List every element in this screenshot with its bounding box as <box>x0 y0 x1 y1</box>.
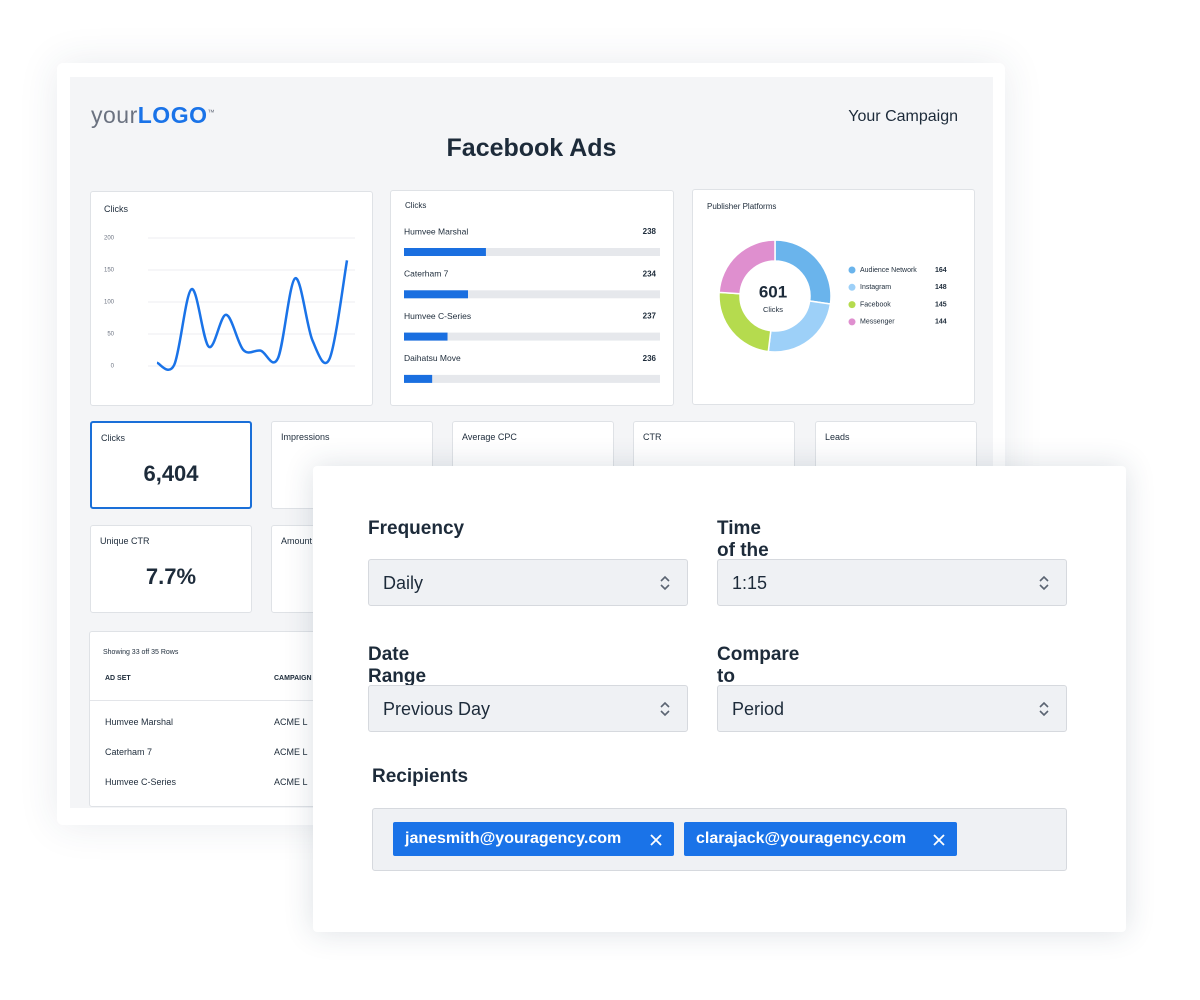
y-tick-label: 0 <box>111 364 115 370</box>
kpi-label: Leads <box>825 432 850 442</box>
donut-slice <box>718 239 776 295</box>
table-cell: ACME L <box>274 777 308 787</box>
kpi-label: Clicks <box>101 433 125 443</box>
select[interactable]: 1:15 <box>717 559 1067 606</box>
remove-icon[interactable] <box>933 834 945 846</box>
donut-total-label: Clicks <box>763 305 783 314</box>
bar-label: Humvee Marshal <box>404 226 468 236</box>
recipient-chip[interactable]: clarajack@youragency.com <box>684 822 957 856</box>
select-value: Period <box>732 699 785 719</box>
select-value: Previous Day <box>383 699 491 719</box>
bar-track <box>404 248 660 256</box>
chevron-icon <box>660 575 670 591</box>
y-tick-label: 50 <box>107 332 114 338</box>
kpi-label: Impressions <box>281 432 330 442</box>
divider <box>90 700 350 701</box>
bar-value: 234 <box>643 269 657 278</box>
logo-prefix: your <box>91 102 138 128</box>
recipient-chip[interactable]: janesmith@youragency.com <box>393 822 674 856</box>
bar <box>404 290 468 299</box>
legend-swatch <box>848 318 856 326</box>
chevron-icon <box>660 701 670 717</box>
kpi-card[interactable]: Clicks 6,404 <box>90 421 252 509</box>
card-title: Clicks <box>104 204 128 214</box>
donut-total: 601 <box>759 282 787 301</box>
bar-value: 236 <box>643 354 657 363</box>
bar-track <box>404 332 660 341</box>
kpi-value: 6,404 <box>143 461 199 486</box>
card-title: Publisher Platforms <box>707 202 777 211</box>
select-value: Daily <box>383 573 424 593</box>
kpi-label: Unique CTR <box>100 536 150 546</box>
kpi-label: CTR <box>643 432 662 442</box>
select-value: 1:15 <box>732 573 768 593</box>
bar-label: Caterham 7 <box>404 269 449 279</box>
bar <box>404 332 448 341</box>
y-tick-label: 100 <box>104 300 115 306</box>
field-label: Recipients <box>372 766 469 787</box>
legend-swatch <box>848 283 856 291</box>
remove-icon[interactable] <box>650 834 662 846</box>
table-cell: ACME L <box>274 747 308 757</box>
y-tick-label: 150 <box>104 268 115 274</box>
bar-value: 237 <box>643 312 657 321</box>
table-cell: Humvee Marshal <box>105 717 174 727</box>
bar-value: 238 <box>643 227 657 236</box>
kpi-label: Average CPC <box>462 432 517 442</box>
bar-label: Humvee C-Series <box>404 311 471 321</box>
legend-value: 164 <box>935 267 947 274</box>
legend-label: Audience Network <box>860 267 917 274</box>
chevron-icon <box>1039 575 1049 591</box>
chevron-icon <box>1039 701 1049 717</box>
kpi-value: 7.7% <box>145 564 197 589</box>
table-cell: Caterham 7 <box>105 747 153 757</box>
bar-track <box>404 374 660 383</box>
logo: yourLOGO™ <box>91 102 215 129</box>
table-caption: Showing 33 off 35 Rows <box>103 649 179 656</box>
logo-mark: ™ <box>207 109 215 117</box>
campaign: Your Campaign <box>848 108 958 125</box>
bar <box>404 248 486 256</box>
legend-value: 144 <box>935 319 947 326</box>
line <box>156 260 349 371</box>
legend-label: Facebook <box>860 301 891 308</box>
report-title: Facebook Ads <box>446 134 617 162</box>
table-card: Showing 33 off 35 Rows AD SET CAMPAIGN H… <box>89 631 350 807</box>
bar-label: Daihatsu Move <box>404 353 461 363</box>
select[interactable]: Daily <box>368 559 688 606</box>
legend-swatch <box>848 301 856 309</box>
legend-value: 148 <box>935 284 947 291</box>
column-header: AD SET <box>105 675 131 682</box>
legend-label: Instagram <box>860 284 891 291</box>
field-label: Date Range <box>368 644 427 687</box>
line-chart-card: Clicks <box>90 191 373 406</box>
legend-swatch <box>848 266 856 274</box>
legend-label: Messenger <box>860 319 895 326</box>
card-title: Clicks <box>405 201 427 210</box>
y-tick-label: 200 <box>104 236 115 242</box>
legend-value: 145 <box>935 301 947 308</box>
recipient-email: janesmith@youragency.com <box>405 830 622 847</box>
logo-brand: LOGO <box>137 102 208 128</box>
bar-track <box>404 290 660 299</box>
kpi-card: Unique CTR 7.7% <box>90 525 252 613</box>
select[interactable]: Previous Day <box>368 685 688 732</box>
table-cell: Humvee C-Series <box>105 777 177 787</box>
field-label: Frequency <box>368 518 465 539</box>
bar <box>404 374 433 383</box>
kpi-label: Amount <box>281 536 313 546</box>
recipient-email: clarajack@youragency.com <box>696 830 907 847</box>
column-header: CAMPAIGN <box>274 675 312 682</box>
select[interactable]: Period <box>717 685 1067 732</box>
table-cell: ACME L <box>274 717 308 727</box>
